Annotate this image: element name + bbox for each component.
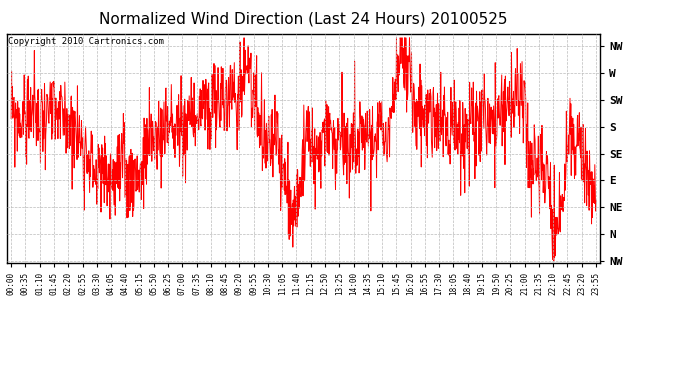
Text: Copyright 2010 Cartronics.com: Copyright 2010 Cartronics.com — [8, 37, 164, 46]
Text: Normalized Wind Direction (Last 24 Hours) 20100525: Normalized Wind Direction (Last 24 Hours… — [99, 11, 508, 26]
